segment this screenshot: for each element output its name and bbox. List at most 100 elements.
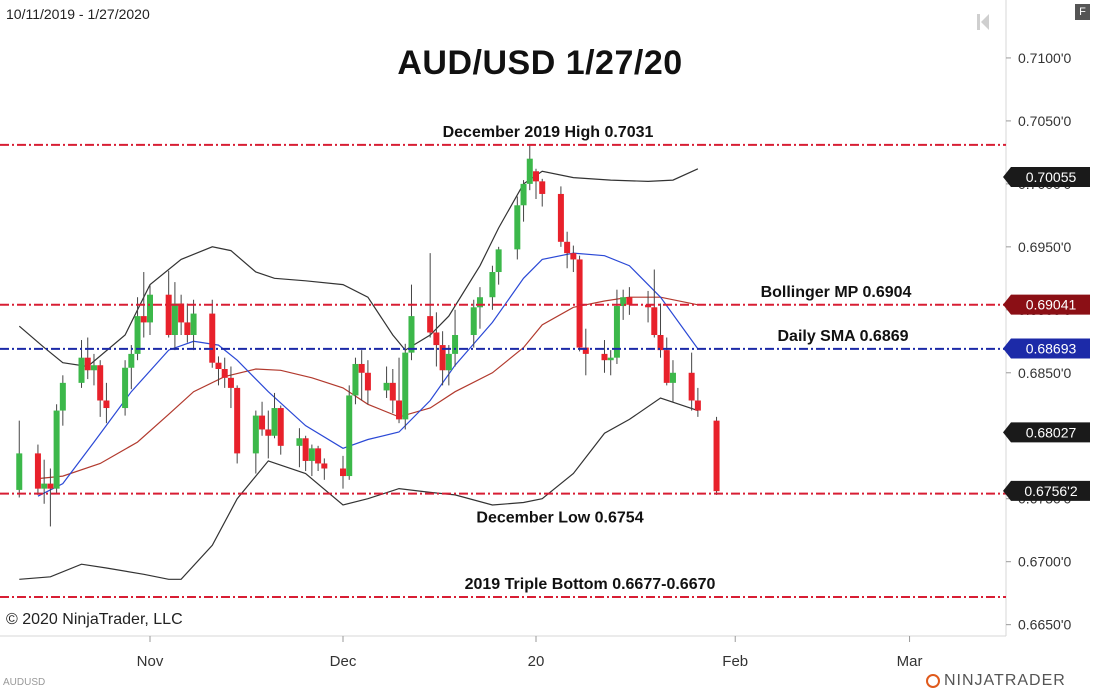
candle	[277, 405, 284, 455]
candle	[645, 290, 652, 323]
candle	[47, 468, 54, 527]
candle-body	[134, 316, 141, 354]
candle	[53, 404, 60, 494]
candle	[190, 299, 197, 351]
candle	[358, 350, 365, 401]
skip-back-icon[interactable]	[976, 12, 990, 32]
candle	[302, 435, 309, 472]
candle	[122, 360, 129, 416]
candle	[489, 265, 496, 310]
candle	[364, 360, 371, 405]
candle	[84, 337, 91, 380]
f-button[interactable]: F	[1075, 4, 1090, 20]
candle	[41, 459, 48, 504]
candle	[59, 375, 66, 426]
candle-body	[607, 357, 614, 361]
candle	[128, 345, 135, 390]
candle-body	[147, 294, 153, 323]
x-tick-label: Nov	[137, 653, 164, 670]
bollinger-upper-line	[18, 168, 699, 368]
candle	[259, 401, 266, 436]
candle-body	[576, 259, 583, 348]
candle-body	[564, 241, 571, 254]
candle-body	[688, 372, 695, 401]
price-tag	[1003, 166, 1090, 187]
candle	[576, 255, 583, 352]
candle-body	[489, 272, 496, 298]
candle-body	[78, 357, 85, 383]
candle-body	[271, 408, 278, 436]
candle	[564, 231, 571, 269]
candle	[657, 303, 664, 358]
candle-body	[34, 453, 41, 489]
y-tick-label: 0.7050'0	[1018, 113, 1071, 129]
candle-body	[252, 415, 259, 454]
candle-body	[302, 438, 309, 461]
candle	[234, 385, 241, 464]
candle	[526, 144, 533, 191]
candle-body	[601, 353, 608, 361]
candle	[315, 445, 322, 472]
candle	[476, 287, 483, 329]
candle-body	[427, 316, 434, 333]
candle	[520, 180, 527, 222]
candle	[613, 289, 620, 364]
candle-body	[178, 303, 185, 323]
candle	[90, 353, 97, 386]
candle-body	[53, 410, 60, 489]
candle	[533, 168, 539, 199]
candle	[227, 366, 234, 409]
y-tick-label: 0.6650'0	[1018, 617, 1071, 633]
price-tag-label: 0.70055	[1026, 169, 1077, 185]
candle	[607, 350, 614, 376]
candle-body	[439, 345, 446, 371]
candle	[694, 387, 701, 417]
candle-body	[59, 382, 66, 411]
candle-body	[259, 415, 266, 430]
candle	[402, 343, 409, 430]
candle-body	[613, 306, 620, 358]
candle	[539, 178, 546, 207]
december-2019-high-label: December 2019 High 0.7031	[443, 124, 654, 141]
x-tick-label: Mar	[897, 653, 923, 670]
candle-body	[321, 463, 328, 469]
candle-body	[626, 297, 633, 305]
candle	[78, 340, 85, 388]
y-tick-label: 0.7100'0	[1018, 50, 1071, 66]
candle	[389, 369, 396, 414]
candle-body	[663, 350, 670, 383]
candle	[103, 382, 110, 424]
candle	[271, 392, 278, 439]
candle-body	[171, 303, 178, 336]
candle	[669, 360, 676, 402]
candle	[433, 312, 440, 367]
candle	[34, 444, 41, 495]
december-low-label: December Low 0.6754	[476, 510, 643, 527]
candle-body	[533, 171, 539, 182]
candle-body	[657, 335, 664, 351]
price-tag-label: 0.68693	[1026, 340, 1077, 356]
candle-body	[694, 400, 701, 411]
candle	[470, 299, 477, 348]
candle	[445, 345, 452, 386]
candle-body	[16, 453, 23, 490]
candle	[165, 270, 172, 338]
candle-body	[526, 158, 533, 184]
candle-body	[651, 307, 658, 336]
candle	[352, 357, 359, 405]
candle-body	[103, 400, 110, 409]
candle-body	[557, 193, 564, 242]
candle-body	[669, 372, 676, 383]
brand-logo: NINJATRADER	[926, 672, 1066, 690]
candle-body	[470, 307, 477, 336]
brand-text: NINJATRADER	[944, 672, 1066, 689]
bollinger-lower-line	[19, 397, 699, 580]
candle	[221, 357, 228, 388]
candle	[582, 328, 589, 376]
daily-sma-label: Daily SMA 0.6869	[777, 328, 908, 345]
candle-body	[346, 395, 353, 477]
x-tick-label: 20	[528, 653, 545, 670]
candle-body	[265, 429, 272, 436]
candle-body	[190, 313, 197, 336]
